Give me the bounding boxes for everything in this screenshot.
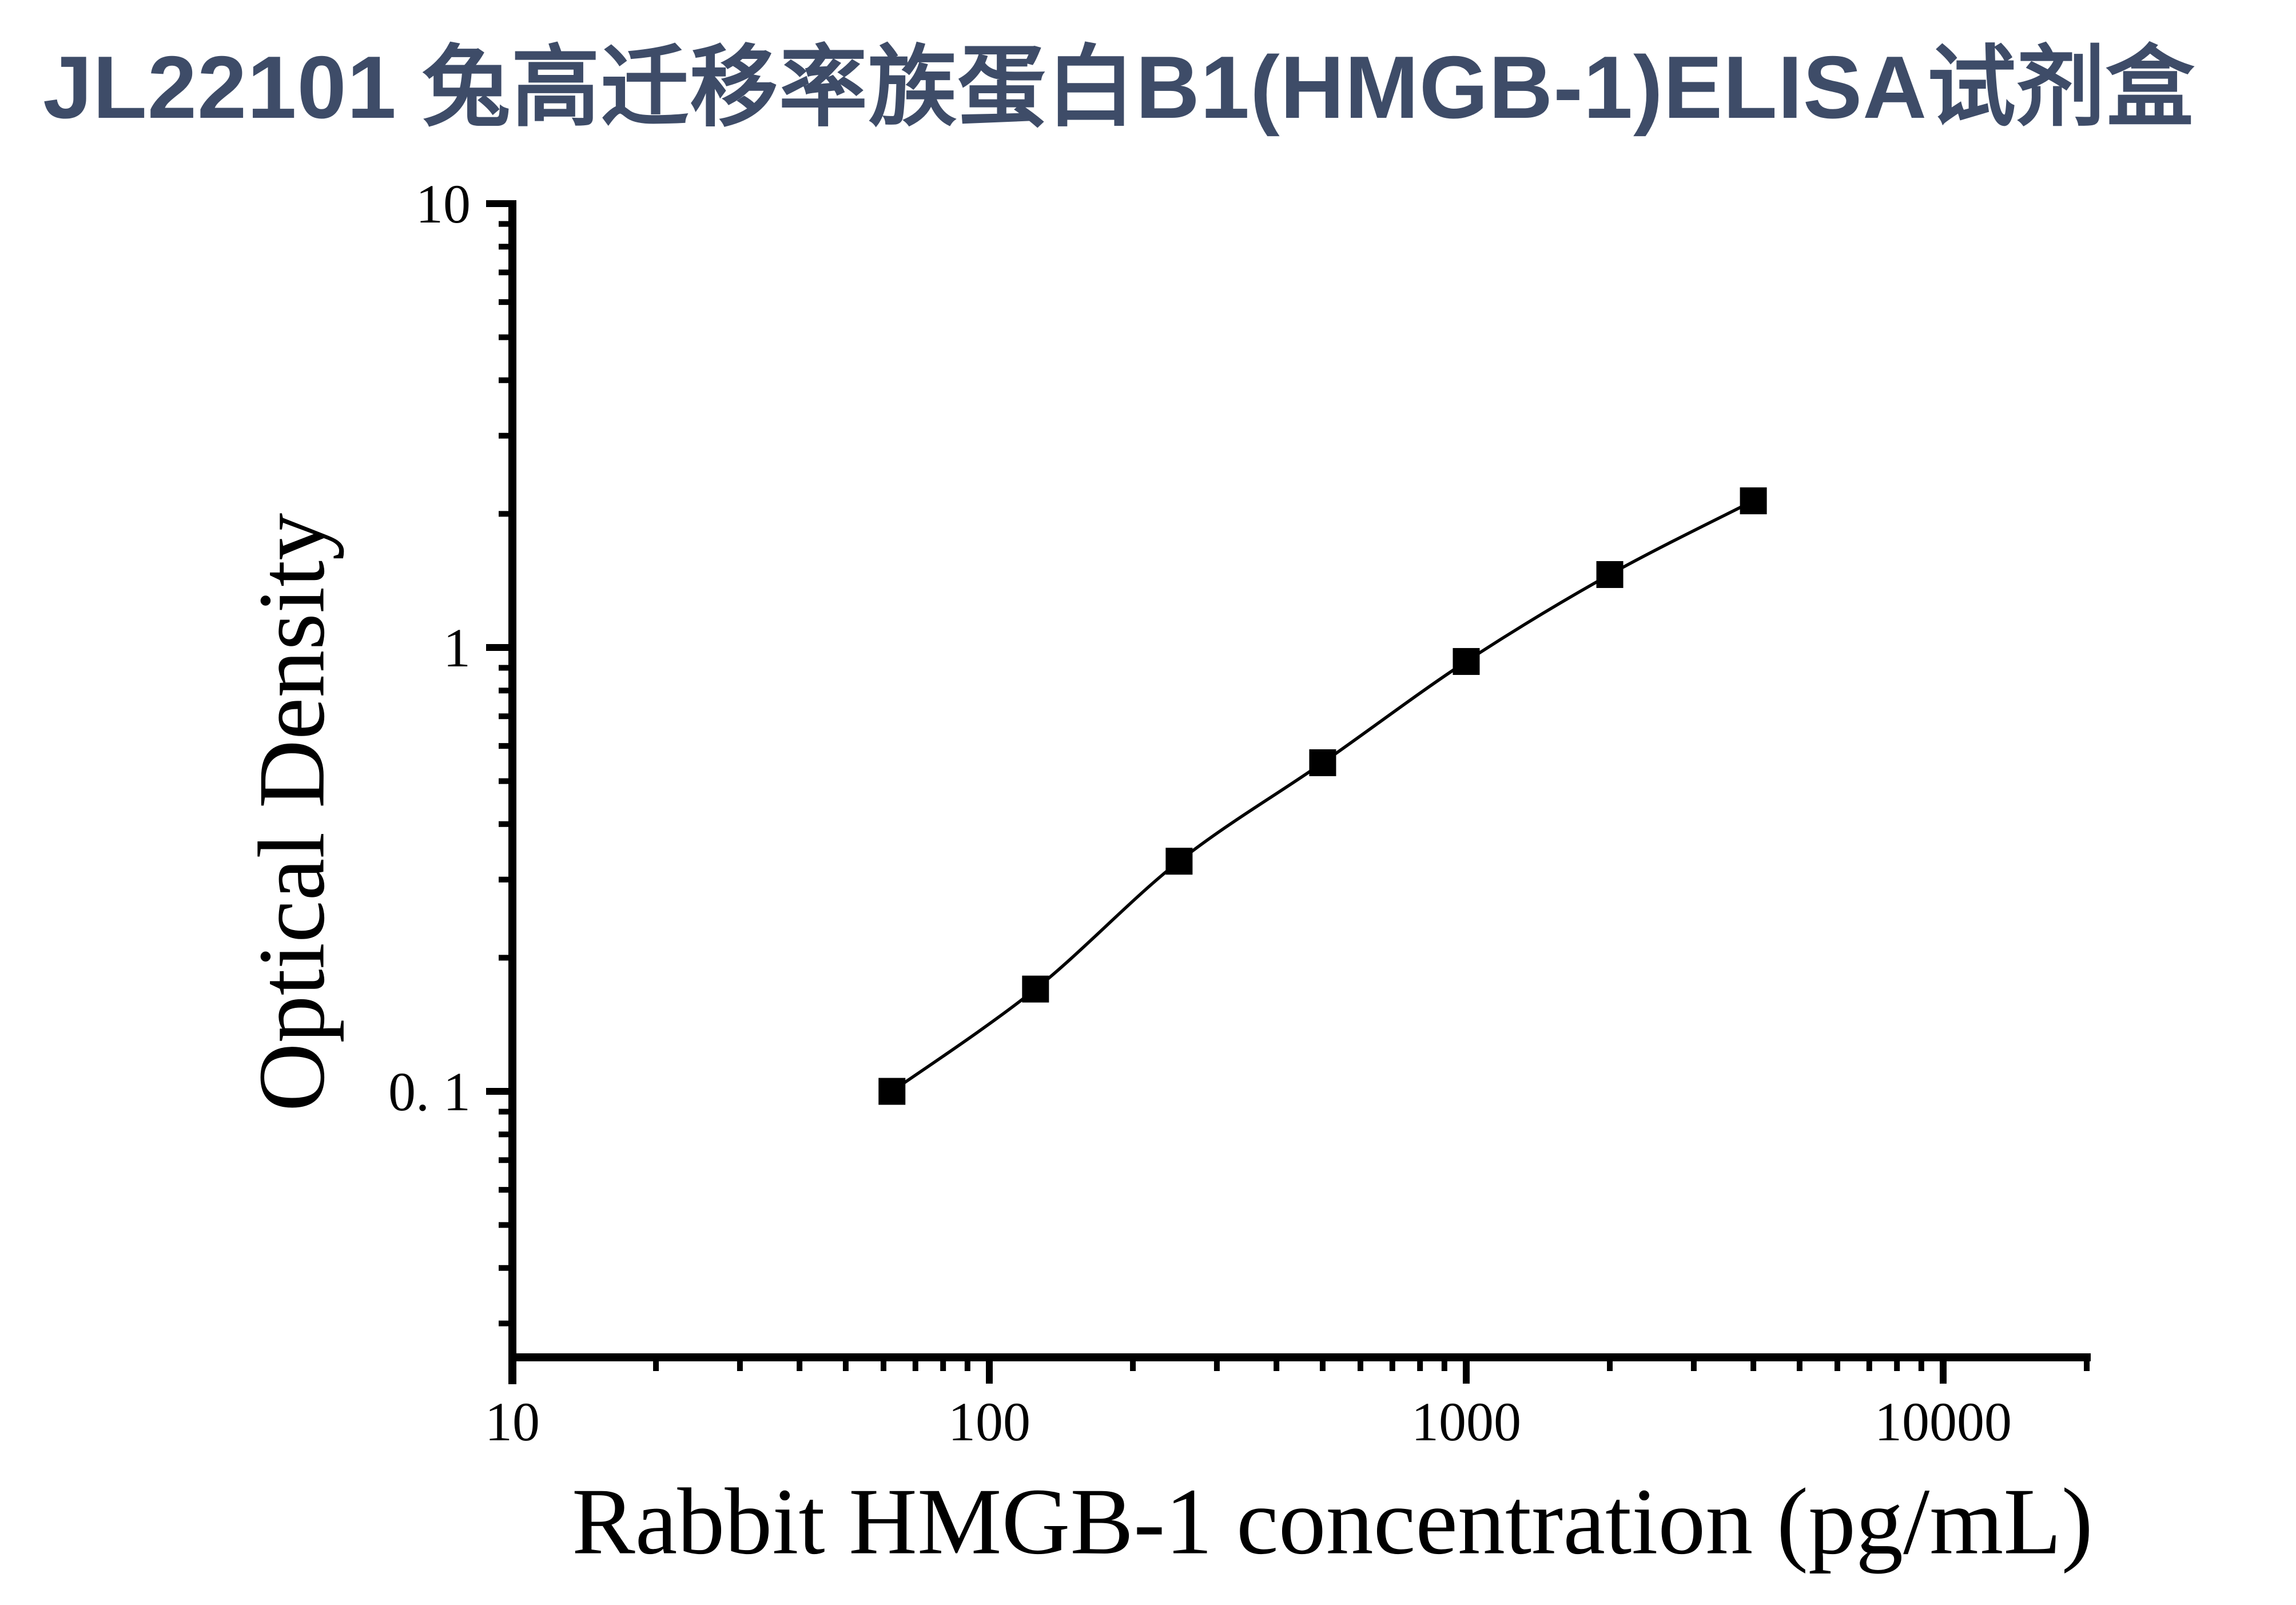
data-point-marker (1453, 647, 1480, 675)
data-point-marker (1596, 561, 1623, 588)
x-tick-label: 1000 (1411, 1391, 1521, 1452)
y-tick-label: 0. 1 (388, 1061, 471, 1122)
x-tick-label: 10 (485, 1391, 540, 1452)
data-point-marker (1740, 487, 1767, 515)
y-tick-label: 10 (416, 173, 471, 235)
standard-curve-line (891, 499, 1754, 1093)
data-point-marker (1022, 975, 1049, 1003)
x-tick-label: 100 (948, 1391, 1030, 1452)
data-point-marker (1165, 848, 1193, 875)
y-tick-label: 1 (443, 617, 471, 678)
x-axis-title: Rabbit HMGB-1 concentration (pg/mL) (571, 1468, 2094, 1574)
x-tick-label: 10000 (1875, 1391, 2012, 1452)
figure-title: JL22101 兔高迁移率族蛋白B1(HMGB-1)ELISA试剂盒 (43, 38, 2195, 137)
data-point-marker (878, 1078, 906, 1105)
data-point-marker (1309, 749, 1336, 776)
